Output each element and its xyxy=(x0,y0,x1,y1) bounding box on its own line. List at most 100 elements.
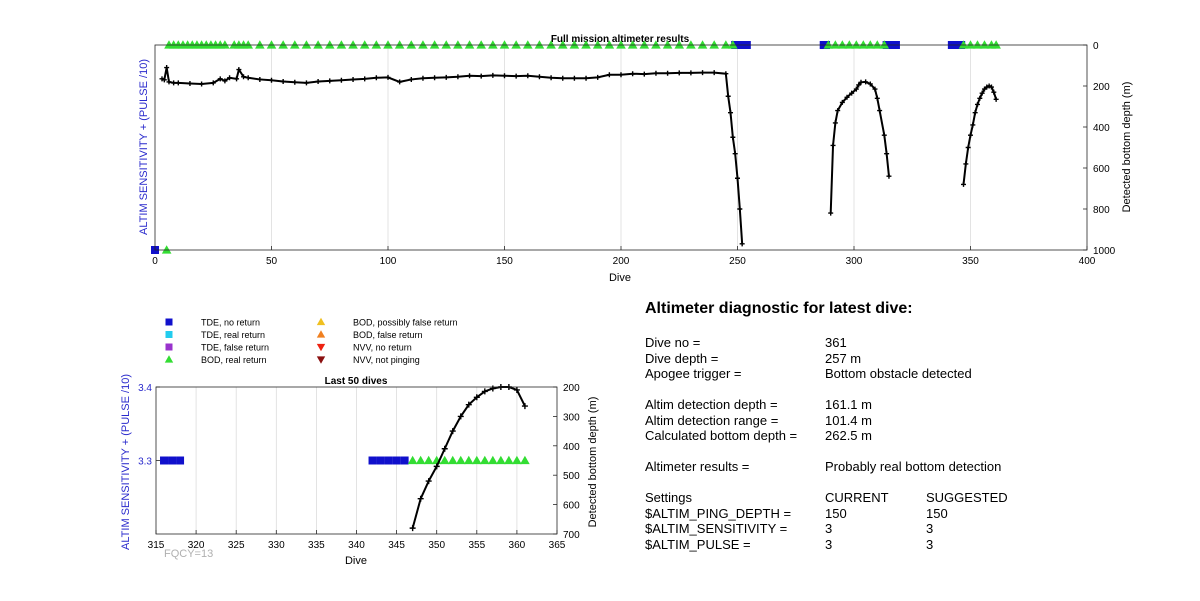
top-x-tick-label: 0 xyxy=(152,256,158,267)
top-depth-point xyxy=(502,73,507,79)
top-triangle-point xyxy=(290,40,300,49)
top-triangle-point xyxy=(476,40,486,49)
top-depth-point xyxy=(234,76,240,82)
bottom-triangle-point xyxy=(455,455,466,465)
bottom-chart-xlabel: Dive xyxy=(345,555,367,567)
legend-label: BOD, real return xyxy=(201,355,267,365)
top-depth-point xyxy=(725,93,731,99)
altim-detection-depth-row: Altim detection depth = 161.1 m xyxy=(645,397,1185,413)
top-depth-point xyxy=(217,76,223,82)
bottom-x-tick-label: 350 xyxy=(428,540,445,551)
top-depth-point xyxy=(968,132,973,138)
top-triangle-point xyxy=(979,40,990,49)
top-depth-point xyxy=(839,99,845,105)
top-triangle-point xyxy=(627,40,638,49)
top-triangle-point xyxy=(546,40,556,49)
bottom-x-tick-label: 320 xyxy=(188,540,205,551)
top-depth-point xyxy=(993,96,999,102)
top-depth-point xyxy=(972,110,978,116)
top-triangle-point xyxy=(686,40,696,49)
bottom-triangle-point xyxy=(447,455,458,465)
setting-label: $ALTIM_PULSE = xyxy=(645,536,751,552)
top-depth-point xyxy=(881,132,887,138)
top-triangle-point xyxy=(371,40,382,49)
top-depth-point xyxy=(327,78,333,84)
settings-row: $ALTIM_SENSITIVITY = 3 3 xyxy=(645,521,1185,537)
bottom-chart-ylabel-left: ALTIM SENSITIVITY + (PULSE /10) xyxy=(120,374,132,550)
square-icon xyxy=(165,318,173,326)
top-depth-point xyxy=(432,75,438,81)
top-depth-point xyxy=(828,210,834,216)
top-triangle-point xyxy=(830,40,841,49)
dive-depth-row: Dive depth = 257 m xyxy=(645,351,1185,367)
top-x-tick-label: 150 xyxy=(496,256,513,267)
bottom-depth-point xyxy=(457,413,464,420)
altimeter-diagnostic-panel: Altimeter diagnostic for latest dive: Di… xyxy=(645,300,1185,552)
top-depth-point xyxy=(961,181,967,187)
bottom-y-right-tick-label: 200 xyxy=(563,383,580,394)
bottom-triangle-point xyxy=(439,455,450,465)
settings-row: $ALTIM_PULSE = 3 3 xyxy=(645,537,1185,553)
top-triangle-point xyxy=(844,40,855,49)
bottom-depth-point xyxy=(441,445,448,452)
top-depth-point xyxy=(303,80,309,86)
dive-depth-label: Dive depth = xyxy=(645,350,719,366)
top-depth-point xyxy=(548,75,554,81)
top-depth-point xyxy=(583,75,589,81)
top-triangle-point xyxy=(991,40,1001,49)
bottom-x-tick-label: 335 xyxy=(308,540,325,551)
top-depth-point xyxy=(222,78,228,84)
top-depth-point xyxy=(199,81,205,87)
bottom-triangle-point xyxy=(423,455,434,465)
settings-row: $ALTIM_PING_DEPTH = 150 150 xyxy=(645,506,1185,522)
bottom-x-tick-label: 355 xyxy=(468,540,485,551)
top-depth-line xyxy=(161,67,744,244)
top-depth-point xyxy=(886,173,892,179)
bottom-triangle-point xyxy=(512,455,522,465)
altim-detection-range-label: Altim detection range = xyxy=(645,412,779,428)
top-depth-point xyxy=(490,72,496,78)
bottom-triangle-point xyxy=(415,455,426,465)
top-triangle-point xyxy=(278,40,288,49)
top-depth-point xyxy=(853,86,859,92)
dive-no-row: Dive no = 361 xyxy=(645,335,1185,351)
top-chart-ylabel-right: Detected bottom depth (m) xyxy=(1121,82,1133,213)
bottom-depth-point xyxy=(473,394,480,401)
bottom-triangle-point xyxy=(496,455,506,465)
top-depth-point xyxy=(560,75,566,81)
setting-suggested: 3 xyxy=(926,521,934,536)
top-x-tick-label: 400 xyxy=(1079,256,1096,267)
top-depth-point xyxy=(280,78,286,84)
altim-detection-range-value: 101.4 m xyxy=(825,412,872,428)
altimeter-results-label: Altimeter results = xyxy=(645,459,750,474)
top-triangle-point xyxy=(453,40,463,49)
bottom-square-point xyxy=(400,456,409,465)
top-depth-point xyxy=(728,110,734,116)
bottom-depth-point xyxy=(449,428,456,435)
bottom-triangle-point xyxy=(407,455,418,465)
top-depth-point xyxy=(618,72,624,78)
top-depth-point xyxy=(974,101,980,107)
top-depth-point xyxy=(164,65,170,71)
bottom-x-tick-label: 345 xyxy=(388,540,405,551)
bottom-chart-marks xyxy=(160,384,530,532)
top-triangle-point xyxy=(965,40,976,49)
top-triangle-point xyxy=(851,40,862,49)
top-triangle-point xyxy=(220,40,230,49)
top-depth-point xyxy=(408,76,414,82)
bottom-chart-annotation: FQCY=13 xyxy=(164,548,213,560)
top-depth-point xyxy=(536,74,542,80)
top-depth-point xyxy=(171,80,177,86)
top-depth-point xyxy=(863,79,869,85)
marker-legend: TDE, no return TDE, real return TDE, false… xyxy=(164,318,458,365)
top-depth-point xyxy=(872,86,878,92)
top-x-tick-label: 50 xyxy=(266,256,278,267)
setting-label: $ALTIM_SENSITIVITY = xyxy=(645,521,788,536)
top-depth-point xyxy=(257,76,263,82)
setting-current: 3 xyxy=(825,536,833,552)
top-depth-point xyxy=(965,145,971,150)
top-depth-point xyxy=(187,81,193,87)
bottom-depth-point xyxy=(521,403,528,410)
bottom-square-point xyxy=(168,456,177,465)
bottom-triangle-point xyxy=(472,455,482,465)
